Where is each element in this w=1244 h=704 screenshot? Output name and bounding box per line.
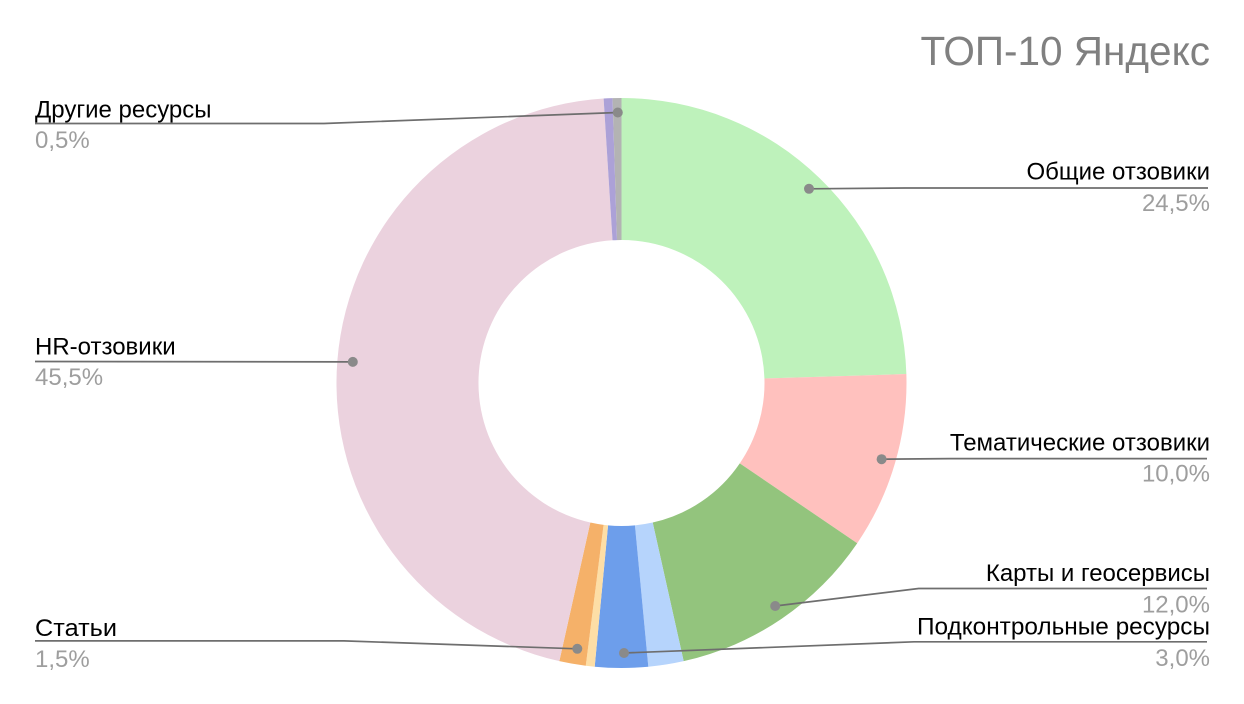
svg-text:10,0%: 10,0% <box>1142 461 1210 488</box>
svg-text:45,5%: 45,5% <box>35 364 103 391</box>
svg-text:1,5%: 1,5% <box>35 646 90 673</box>
svg-text:Подконтрольные ресурсы: Подконтрольные ресурсы <box>917 614 1210 641</box>
svg-text:Другие ресурсы: Другие ресурсы <box>35 96 212 123</box>
svg-text:Тематические отзовики: Тематические отзовики <box>950 429 1210 456</box>
svg-text:HR-отзовики: HR-отзовики <box>35 333 176 360</box>
svg-text:ТОП-10 Яндекс: ТОП-10 Яндекс <box>920 28 1210 74</box>
svg-text:Общие отзовики: Общие отзовики <box>1026 159 1210 186</box>
svg-text:24,5%: 24,5% <box>1142 190 1210 217</box>
svg-text:Статьи: Статьи <box>35 615 117 642</box>
svg-text:Карты и геосервисы: Карты и геосервисы <box>986 560 1210 587</box>
svg-text:0,5%: 0,5% <box>35 127 90 154</box>
svg-text:3,0%: 3,0% <box>1155 645 1210 672</box>
svg-text:12,0%: 12,0% <box>1142 592 1210 619</box>
